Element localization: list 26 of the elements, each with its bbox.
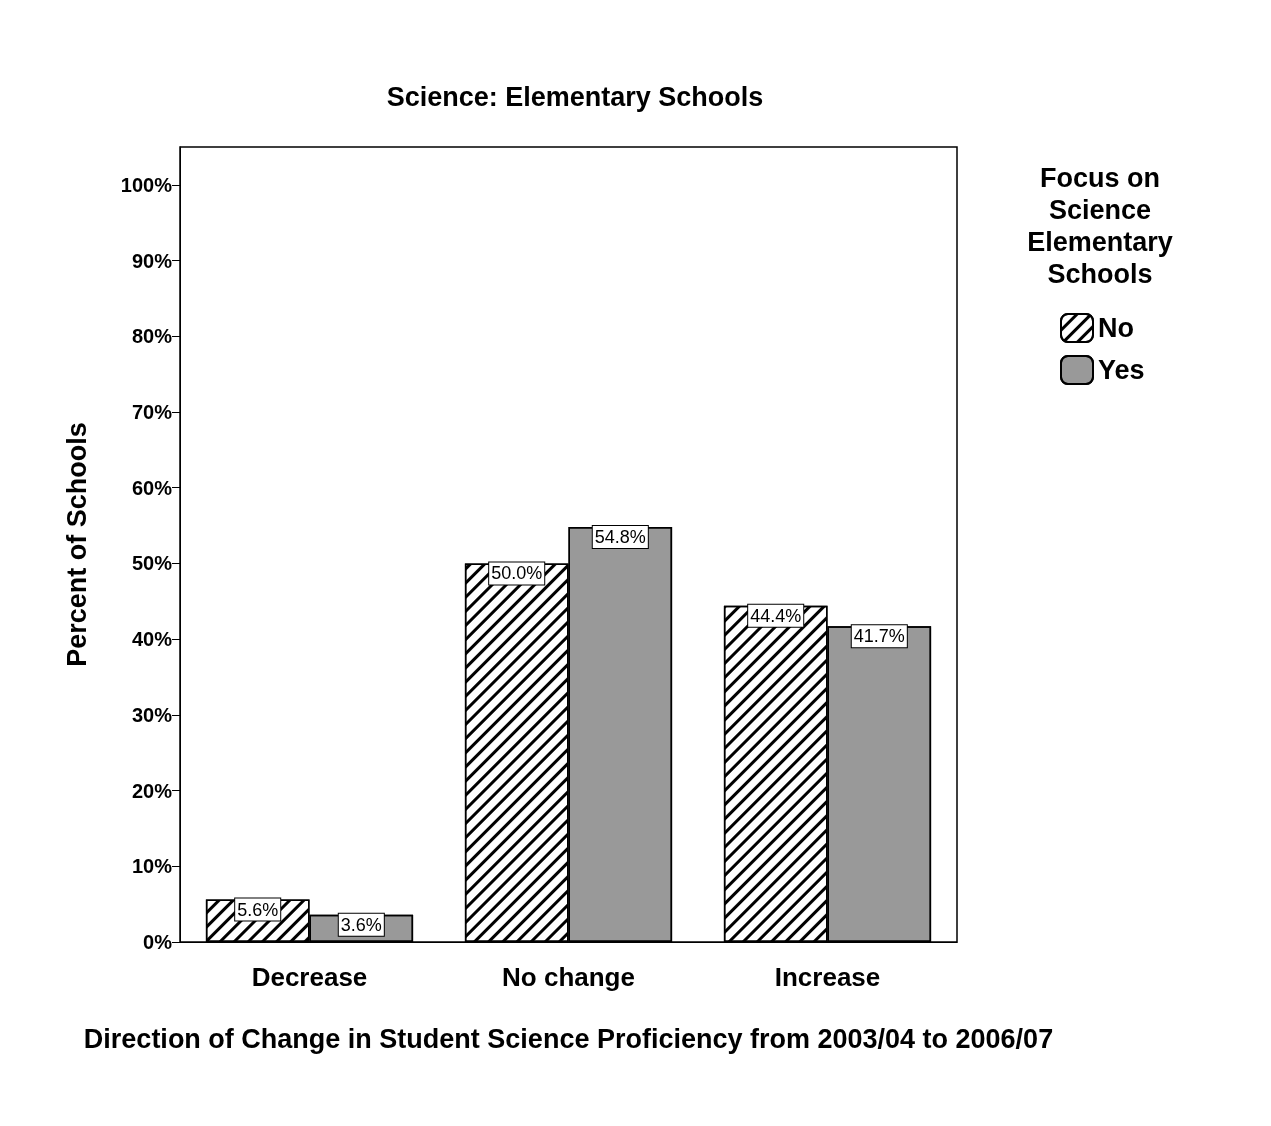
y-tick-label: 100% [120, 173, 173, 196]
legend-title: Focus on Science Elementary Schools [1026, 162, 1174, 290]
y-tick-label: 30% [131, 703, 173, 726]
legend-label: Yes [1098, 355, 1145, 385]
data-label: 44.4% [750, 605, 802, 626]
x-tick-label: Decrease [251, 962, 368, 992]
y-tick-label: 70% [131, 401, 173, 423]
y-tick-label: 0% [143, 931, 173, 953]
data-label: 50.0% [491, 563, 543, 584]
y-tick-label: 60% [131, 476, 173, 499]
data-label: 3.6% [340, 914, 382, 935]
data-label: 5.6% [237, 899, 279, 920]
y-tick-label: 10% [131, 855, 173, 878]
data-label: 41.7% [853, 626, 905, 647]
x-tick-label: No change [502, 962, 635, 992]
y-axis-title: Percent of Schools [61, 422, 92, 667]
chart-title: Science: Elementary Schools [386, 81, 764, 112]
legend-label: No [1098, 313, 1134, 343]
x-axis-title: Direction of Change in Student Science Proficiency from 2003/04 to 2006/07 [83, 1024, 1054, 1054]
y-tick-label: 20% [131, 779, 173, 802]
y-tick-label: 90% [131, 249, 173, 272]
data-label: 54.8% [594, 527, 646, 548]
y-tick-label: 40% [131, 628, 173, 651]
x-tick-label: Increase [774, 962, 881, 992]
y-tick-label: 50% [131, 552, 173, 575]
y-tick-label: 80% [131, 325, 173, 348]
